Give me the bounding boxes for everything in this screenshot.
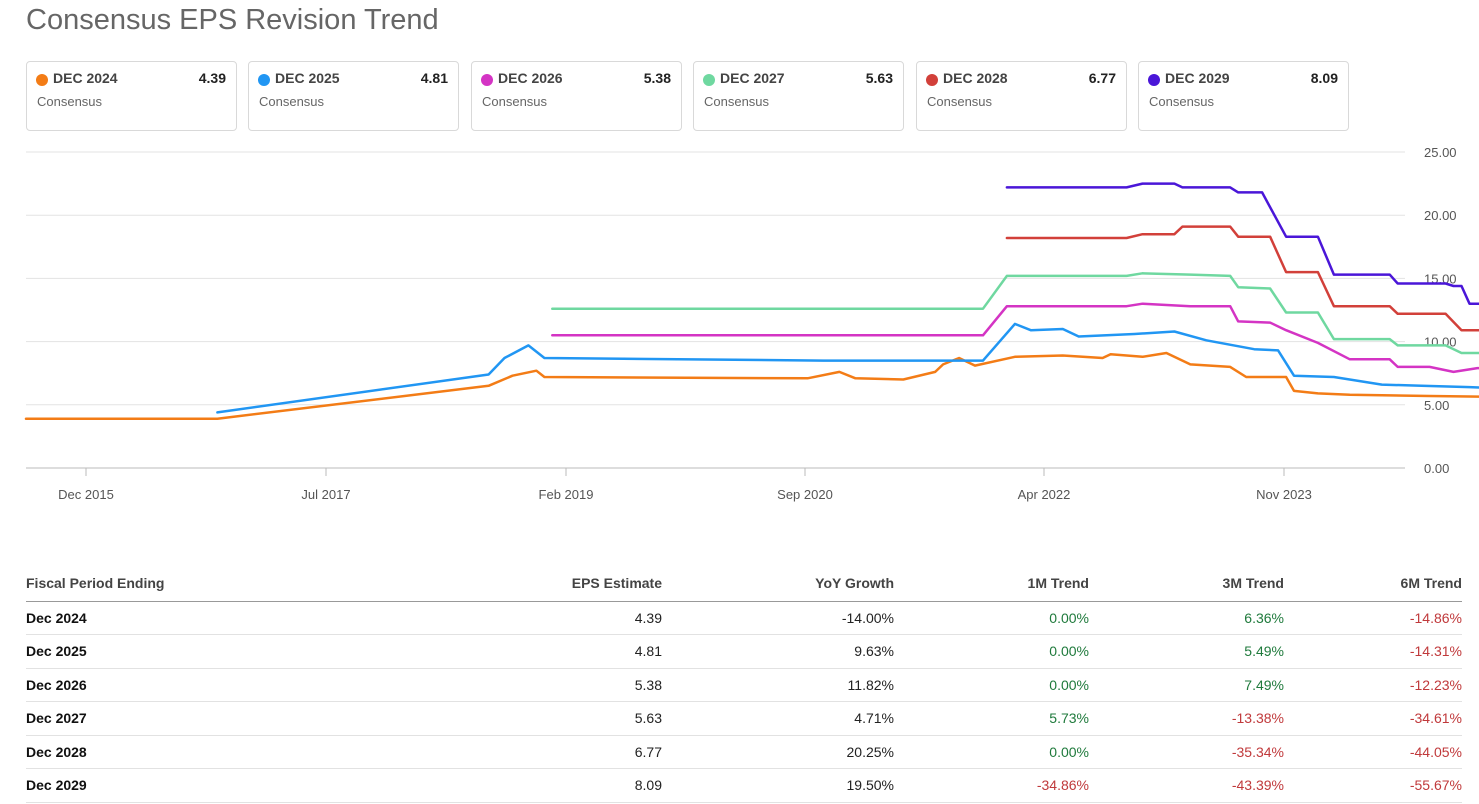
legend-dot-icon [1148, 74, 1160, 86]
header-1m-trend[interactable]: 1M Trend [894, 566, 1089, 602]
card-sublabel: Consensus [482, 94, 548, 109]
table-row: Dec 2028 6.77 20.25% 0.00% -35.34% -44.0… [26, 735, 1462, 769]
card-sublabel: Consensus [927, 94, 993, 109]
card-value: 8.09 [1310, 70, 1338, 86]
table-row: Dec 2024 4.39 -14.00% 0.00% 6.36% -14.86… [26, 601, 1462, 635]
eps-cell: 5.38 [256, 668, 662, 702]
card-dec-2029[interactable]: DEC 2029 8.09 Consensus [1138, 61, 1349, 131]
card-sublabel: Consensus [704, 94, 770, 109]
x-tick-label: Nov 2023 [1256, 487, 1312, 502]
series-line-dec-2029[interactable] [1005, 182, 1479, 366]
table-header-row: Fiscal Period Ending EPS Estimate YoY Gr… [26, 566, 1462, 602]
trend-3m-cell: -35.34% [1089, 735, 1284, 769]
consensus-cards: DEC 2024 4.39 Consensus DEC 2025 4.81 Co… [26, 61, 1366, 131]
trend-3m-cell: -43.39% [1089, 768, 1284, 803]
trend-6m-cell: -34.61% [1284, 701, 1462, 736]
series-line-dec-2025[interactable] [216, 322, 1479, 414]
legend-dot-icon [926, 74, 938, 86]
y-tick-label: 25.00 [1424, 145, 1457, 160]
series-line-dec-2026[interactable] [551, 302, 1479, 400]
yoy-cell: 20.25% [662, 735, 894, 769]
yoy-cell: 19.50% [662, 768, 894, 803]
table-row: Dec 2029 8.09 19.50% -34.86% -43.39% -55… [26, 768, 1462, 803]
card-label: DEC 2027 [720, 70, 785, 86]
trend-6m-cell: -12.23% [1284, 668, 1462, 702]
card-dec-2026[interactable]: DEC 2026 5.38 Consensus [471, 61, 682, 131]
header-fiscal-period[interactable]: Fiscal Period Ending [26, 566, 256, 602]
card-value: 4.39 [198, 70, 226, 86]
card-label: DEC 2025 [275, 70, 340, 86]
legend-dot-icon [481, 74, 493, 86]
card-dec-2025[interactable]: DEC 2025 4.81 Consensus [248, 61, 459, 131]
header-eps-estimate[interactable]: EPS Estimate [256, 566, 662, 602]
trend-1m-cell: 0.00% [894, 601, 1089, 635]
trend-3m-cell: 6.36% [1089, 601, 1284, 635]
eps-cell: 4.39 [256, 601, 662, 635]
trend-1m-cell: -34.86% [894, 768, 1089, 803]
trend-1m-cell: 0.00% [894, 668, 1089, 702]
x-tick-label: Feb 2019 [539, 487, 594, 502]
eps-cell: 8.09 [256, 768, 662, 803]
x-tick-label: Jul 2017 [301, 487, 350, 502]
card-value: 6.77 [1088, 70, 1116, 86]
trend-3m-cell: -13.38% [1089, 701, 1284, 736]
card-dec-2024[interactable]: DEC 2024 4.39 Consensus [26, 61, 237, 131]
trend-1m-cell: 5.73% [894, 701, 1089, 736]
trend-6m-cell: -14.86% [1284, 601, 1462, 635]
legend-dot-icon [703, 74, 715, 86]
table-row: Dec 2026 5.38 11.82% 0.00% 7.49% -12.23% [26, 668, 1462, 702]
card-label: DEC 2024 [53, 70, 118, 86]
card-label: DEC 2029 [1165, 70, 1230, 86]
eps-cell: 6.77 [256, 735, 662, 769]
y-tick-label: 5.00 [1424, 398, 1449, 413]
eps-cell: 5.63 [256, 701, 662, 736]
trend-6m-cell: -14.31% [1284, 634, 1462, 669]
table-row: Dec 2025 4.81 9.63% 0.00% 5.49% -14.31% [26, 634, 1462, 669]
card-sublabel: Consensus [259, 94, 325, 109]
header-3m-trend[interactable]: 3M Trend [1089, 566, 1284, 602]
card-value: 5.63 [865, 70, 893, 86]
header-6m-trend[interactable]: 6M Trend [1284, 566, 1462, 602]
card-sublabel: Consensus [37, 94, 103, 109]
trend-3m-cell: 7.49% [1089, 668, 1284, 702]
y-tick-label: 20.00 [1424, 208, 1457, 223]
period-cell: Dec 2025 [26, 634, 256, 669]
page-title: Consensus EPS Revision Trend [26, 4, 439, 36]
table-row: Dec 2027 5.63 4.71% 5.73% -13.38% -34.61… [26, 701, 1462, 736]
period-cell: Dec 2028 [26, 735, 256, 769]
card-dec-2027[interactable]: DEC 2027 5.63 Consensus [693, 61, 904, 131]
x-tick-label: Dec 2015 [58, 487, 114, 502]
trend-1m-cell: 0.00% [894, 735, 1089, 769]
yoy-cell: -14.00% [662, 601, 894, 635]
period-cell: Dec 2027 [26, 701, 256, 736]
card-value: 4.81 [420, 70, 448, 86]
x-tick-label: Sep 2020 [777, 487, 833, 502]
trend-1m-cell: 0.00% [894, 634, 1089, 669]
yoy-cell: 4.71% [662, 701, 894, 736]
legend-dot-icon [36, 74, 48, 86]
y-tick-label: 0.00 [1424, 461, 1449, 476]
legend-dot-icon [258, 74, 270, 86]
eps-estimates-table: Fiscal Period Ending EPS Estimate YoY Gr… [26, 566, 1462, 803]
card-label: DEC 2028 [943, 70, 1008, 86]
period-cell: Dec 2024 [26, 601, 256, 635]
card-value: 5.38 [643, 70, 671, 86]
header-yoy-growth[interactable]: YoY Growth [662, 566, 894, 602]
yoy-cell: 11.82% [662, 668, 894, 702]
series-line-dec-2028[interactable] [1005, 225, 1479, 382]
trend-3m-cell: 5.49% [1089, 634, 1284, 669]
yoy-cell: 9.63% [662, 634, 894, 669]
card-dec-2028[interactable]: DEC 2028 6.77 Consensus [916, 61, 1127, 131]
period-cell: Dec 2026 [26, 668, 256, 702]
period-cell: Dec 2029 [26, 768, 256, 803]
trend-6m-cell: -44.05% [1284, 735, 1462, 769]
series-line-dec-2027[interactable] [551, 272, 1479, 398]
trend-6m-cell: -55.67% [1284, 768, 1462, 803]
x-tick-label: Apr 2022 [1018, 487, 1071, 502]
card-sublabel: Consensus [1149, 94, 1215, 109]
card-label: DEC 2026 [498, 70, 563, 86]
eps-cell: 4.81 [256, 634, 662, 669]
series-line-dec-2024[interactable] [24, 351, 1479, 420]
